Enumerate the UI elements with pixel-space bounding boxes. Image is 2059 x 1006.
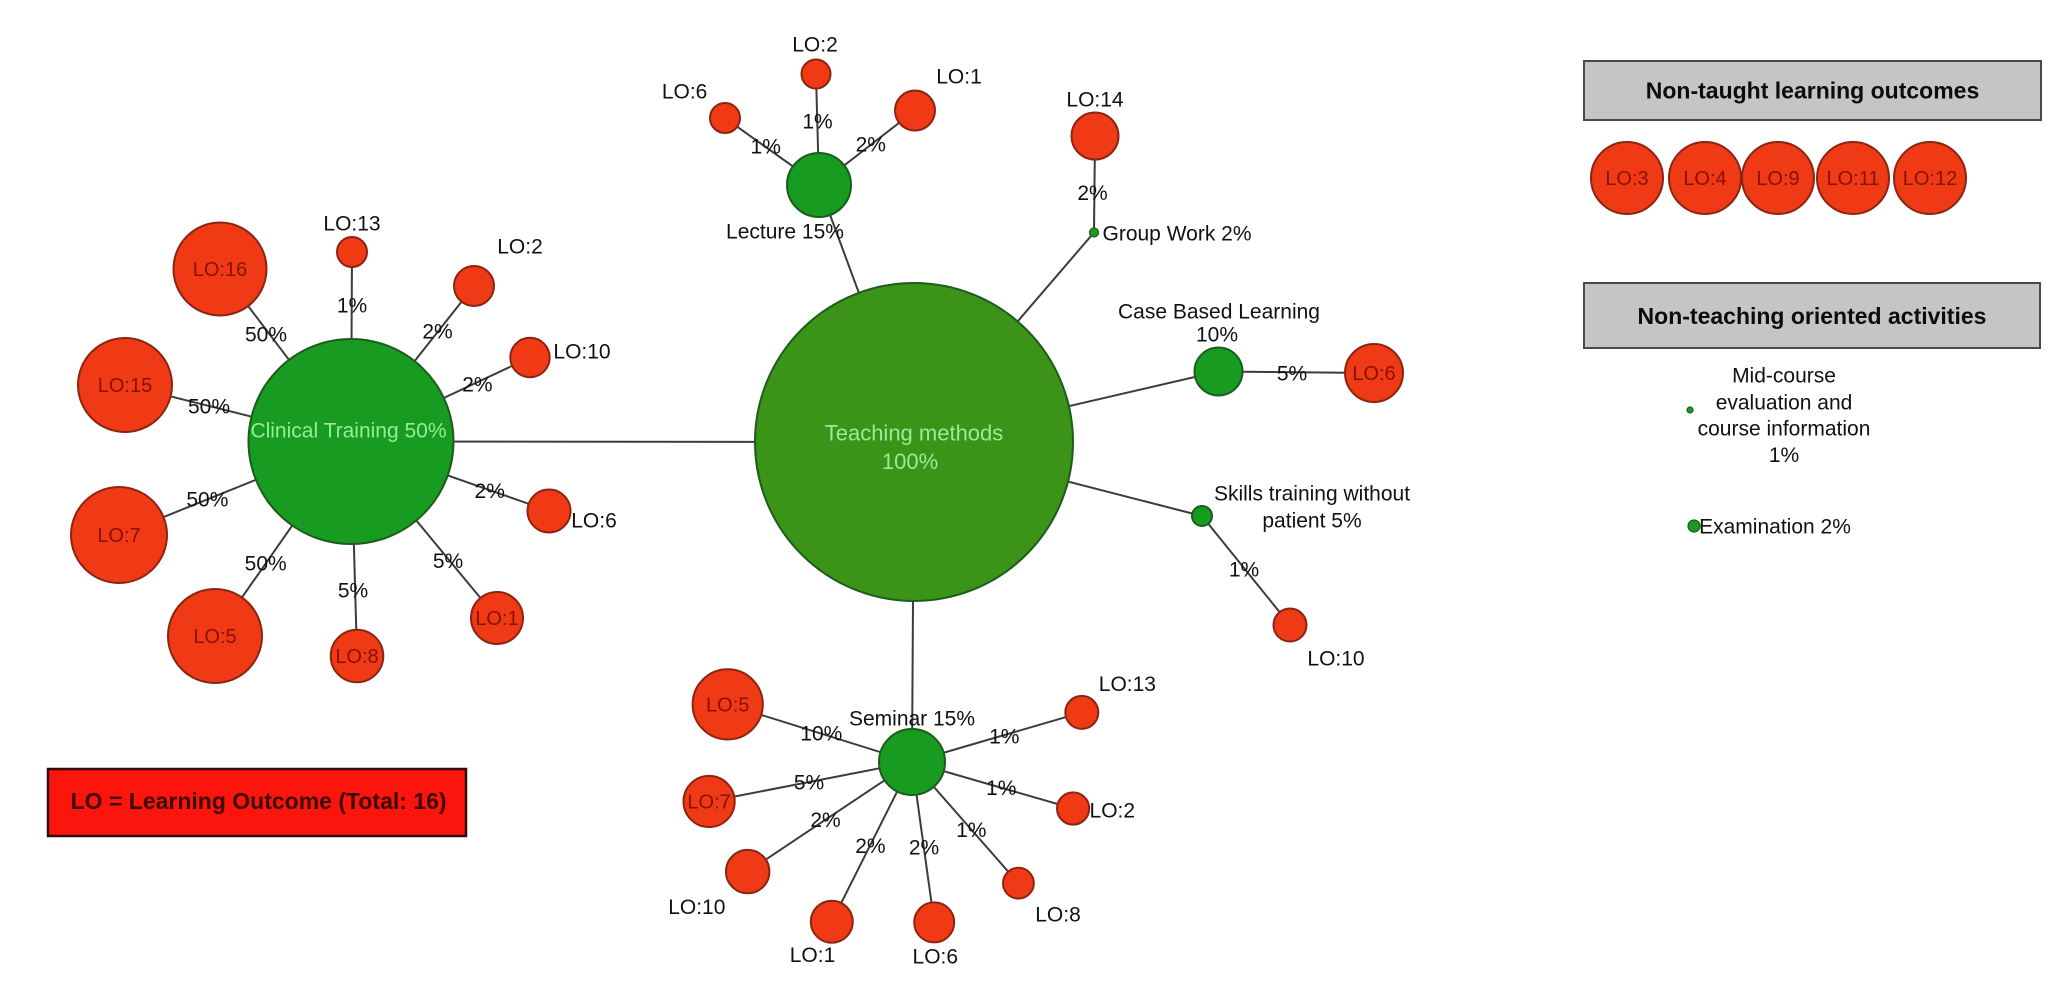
svg-text:LO:6: LO:6: [1352, 363, 1395, 385]
svg-text:LO:11: LO:11: [1827, 168, 1880, 190]
svg-text:5%: 5%: [794, 772, 824, 795]
svg-text:Examination 2%: Examination 2%: [1699, 516, 1851, 539]
svg-text:1%: 1%: [1769, 444, 1799, 467]
svg-text:2%: 2%: [810, 809, 840, 832]
svg-text:Teaching methods: Teaching methods: [825, 421, 1004, 446]
svg-text:patient 5%: patient 5%: [1262, 510, 1361, 533]
svg-text:10%: 10%: [800, 723, 842, 746]
svg-text:LO:1: LO:1: [475, 608, 518, 630]
svg-text:LO:16: LO:16: [193, 259, 247, 281]
svg-text:50%: 50%: [245, 553, 287, 576]
svg-text:Non-taught learning outcomes: Non-taught learning outcomes: [1646, 78, 1980, 104]
svg-text:LO:1: LO:1: [790, 944, 836, 967]
svg-text:50%: 50%: [188, 396, 230, 419]
svg-text:100%: 100%: [882, 449, 938, 474]
svg-text:LO:5: LO:5: [706, 694, 749, 716]
svg-text:Mid-course: Mid-course: [1732, 365, 1836, 388]
svg-text:LO:14: LO:14: [1066, 89, 1124, 112]
svg-text:1%: 1%: [751, 136, 781, 159]
svg-text:LO:13: LO:13: [1099, 673, 1156, 696]
svg-text:1%: 1%: [989, 726, 1019, 749]
svg-text:5%: 5%: [1277, 363, 1307, 386]
svg-text:LO = Learning Outcome (Total:: LO = Learning Outcome (Total: 16): [71, 788, 447, 814]
svg-text:LO:10: LO:10: [553, 341, 610, 364]
svg-text:LO:2: LO:2: [792, 34, 838, 57]
svg-text:Group Work 2%: Group Work 2%: [1103, 223, 1252, 246]
svg-text:LO:7: LO:7: [687, 792, 730, 814]
svg-text:Lecture 15%: Lecture 15%: [726, 221, 844, 244]
svg-text:LO:10: LO:10: [668, 896, 725, 919]
svg-text:2%: 2%: [422, 321, 452, 344]
svg-text:LO:4: LO:4: [1683, 168, 1726, 190]
svg-text:2%: 2%: [909, 837, 939, 860]
svg-text:Skills training without: Skills training without: [1214, 483, 1410, 506]
svg-text:LO:6: LO:6: [571, 510, 617, 533]
svg-text:5%: 5%: [338, 580, 368, 603]
svg-text:2%: 2%: [1077, 182, 1107, 205]
svg-text:LO:8: LO:8: [1035, 904, 1081, 927]
svg-text:Seminar 15%: Seminar 15%: [849, 708, 975, 731]
svg-text:LO:3: LO:3: [1605, 168, 1648, 190]
svg-text:LO:9: LO:9: [1756, 168, 1799, 190]
svg-text:evaluation and: evaluation and: [1716, 392, 1853, 415]
svg-text:LO:13: LO:13: [323, 213, 380, 236]
svg-text:50%: 50%: [245, 324, 287, 347]
svg-text:2%: 2%: [462, 374, 492, 397]
svg-text:1%: 1%: [986, 777, 1016, 800]
svg-text:LO:6: LO:6: [662, 81, 708, 104]
svg-text:10%: 10%: [1196, 324, 1238, 347]
svg-text:LO:10: LO:10: [1307, 648, 1364, 671]
svg-text:5%: 5%: [433, 550, 463, 573]
svg-text:Clinical Training 50%: Clinical Training 50%: [250, 420, 446, 443]
svg-text:LO:1: LO:1: [936, 66, 982, 89]
svg-text:LO:7: LO:7: [97, 525, 140, 547]
svg-text:2%: 2%: [475, 480, 505, 503]
svg-text:Case Based Learning: Case Based Learning: [1118, 301, 1320, 324]
svg-text:50%: 50%: [186, 489, 228, 512]
svg-text:1%: 1%: [337, 295, 367, 318]
svg-text:LO:8: LO:8: [335, 646, 378, 668]
svg-text:course information: course information: [1698, 418, 1871, 441]
svg-text:1%: 1%: [802, 111, 832, 134]
svg-text:LO:2: LO:2: [497, 236, 543, 259]
svg-text:LO:5: LO:5: [193, 626, 236, 648]
svg-text:LO:2: LO:2: [1090, 800, 1136, 823]
svg-text:LO:12: LO:12: [1903, 168, 1957, 190]
svg-text:1%: 1%: [1229, 559, 1259, 582]
svg-text:Non-teaching oriented activiti: Non-teaching oriented activities: [1638, 303, 1987, 329]
svg-text:2%: 2%: [856, 134, 886, 157]
svg-text:2%: 2%: [855, 835, 885, 858]
svg-text:LO:15: LO:15: [98, 375, 152, 397]
svg-text:1%: 1%: [956, 819, 986, 842]
svg-text:LO:6: LO:6: [913, 945, 959, 968]
